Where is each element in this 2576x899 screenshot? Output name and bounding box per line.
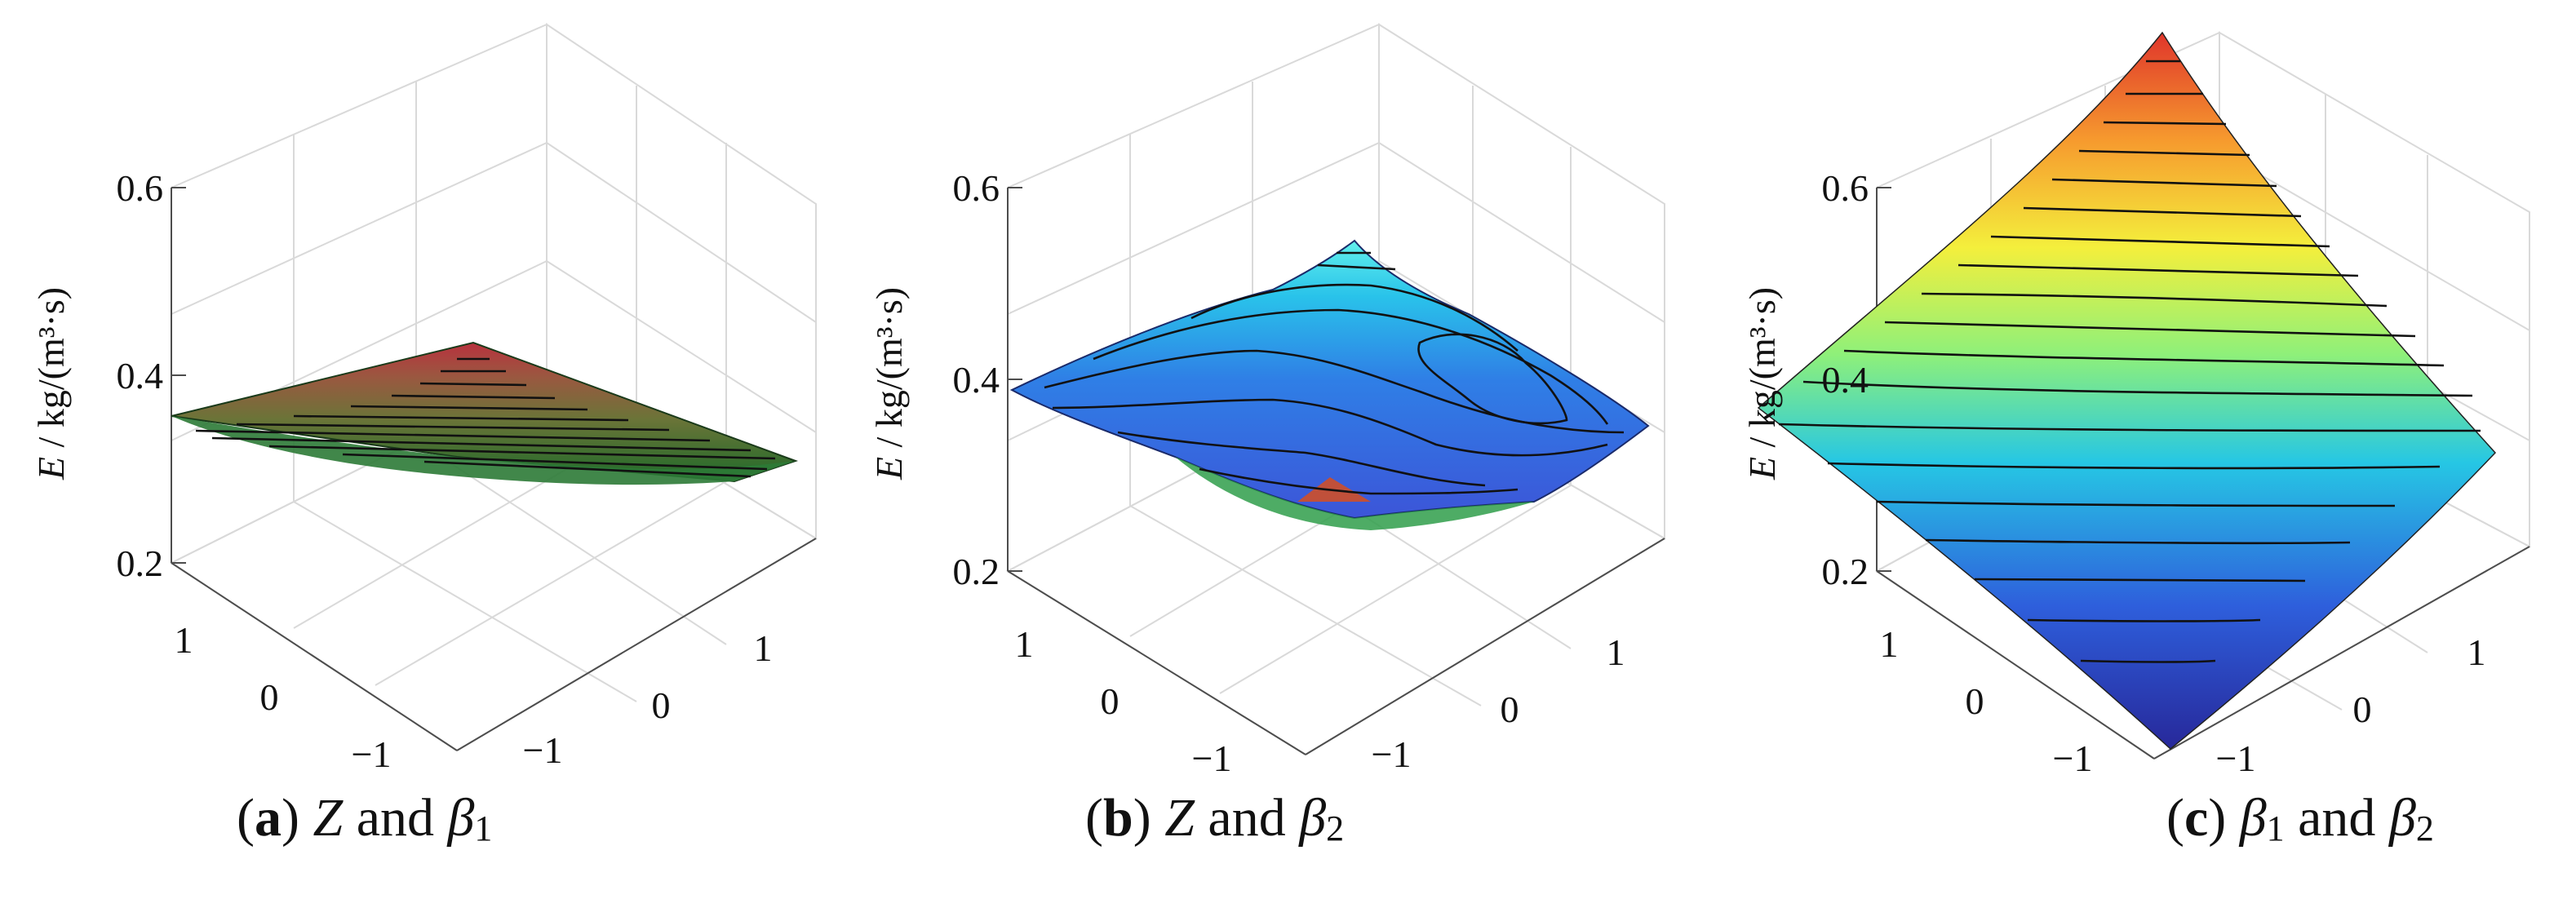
x-tick: 0 xyxy=(1966,680,1984,722)
y-tick: 1 xyxy=(2467,631,2486,673)
z-axis-label-b: E / kg/(m³·s) xyxy=(868,287,910,480)
y-tick: 0 xyxy=(1501,689,1519,730)
y-tick-labels-c: −1 0 1 xyxy=(2216,631,2486,779)
x-tick: 0 xyxy=(1101,680,1120,722)
z-axis-label-c: E / kg/(m³·s) xyxy=(1741,287,1783,480)
z-tick-labels-c: 0.6 0.4 0.2 xyxy=(1822,167,1869,592)
z-tick-labels-b: 0.6 0.4 0.2 xyxy=(953,167,1000,592)
y-tick: 1 xyxy=(754,627,773,669)
z-axis-label-a: E / kg/(m³·s) xyxy=(30,287,72,480)
surface-a xyxy=(171,341,799,485)
z-tick: 0.2 xyxy=(1822,551,1869,592)
y-tick-labels-b: −1 0 1 xyxy=(1372,631,1625,775)
z-tick: 0.2 xyxy=(953,551,1000,592)
axes-a xyxy=(171,187,817,751)
y-tick: 0 xyxy=(2353,689,2372,730)
z-tick-labels-a: 0.6 0.4 0.2 xyxy=(117,167,164,584)
y-tick: 0 xyxy=(652,684,671,726)
caption-b: (b) Z and β2 xyxy=(1085,788,1345,848)
z-tick: 0.4 xyxy=(117,355,164,396)
z-tick: 0.4 xyxy=(1822,359,1869,401)
x-tick: −1 xyxy=(1192,737,1232,779)
axes-b xyxy=(1007,187,1665,755)
x-tick-labels-c: 1 0 −1 xyxy=(1880,623,2093,779)
caption-c: (c) β1 and β2 xyxy=(2166,788,2434,848)
z-tick: 0.2 xyxy=(117,542,164,584)
x-tick: 1 xyxy=(1880,623,1899,665)
y-tick-labels-a: −1 0 1 xyxy=(523,627,773,771)
surface-c xyxy=(1757,31,2497,750)
x-tick: 1 xyxy=(175,619,193,661)
x-tick: −1 xyxy=(2053,737,2093,779)
z-tick: 0.6 xyxy=(117,167,164,209)
x-tick: 0 xyxy=(260,676,279,718)
x-tick-labels-a: 1 0 −1 xyxy=(175,619,392,775)
y-tick: −1 xyxy=(523,729,563,771)
surface-chart-b: 0.6 0.4 0.2 1 0 −1 −1 0 1 E / kg/(m³·s) xyxy=(868,23,1666,779)
panel-b: 0.6 0.4 0.2 1 0 −1 −1 0 1 E / kg/(m³·s) … xyxy=(849,0,1705,899)
z-tick: 0.6 xyxy=(953,167,1000,209)
surface-b xyxy=(1009,239,1650,530)
z-tick: 0.4 xyxy=(953,359,1000,401)
y-tick: −1 xyxy=(2216,737,2256,779)
y-tick: −1 xyxy=(1372,733,1412,775)
panel-c: 0.6 0.4 0.2 1 0 −1 −1 0 1 E / kg/(m³·s) … xyxy=(1714,0,2576,899)
x-tick-labels-b: 1 0 −1 xyxy=(1015,623,1232,779)
surface-chart-c: 0.6 0.4 0.2 1 0 −1 −1 0 1 E / kg/(m³·s) xyxy=(1741,31,2532,779)
x-tick: 1 xyxy=(1015,623,1034,665)
caption-a: (a) Z and β1 xyxy=(237,788,493,848)
z-tick: 0.6 xyxy=(1822,167,1869,209)
y-tick: 1 xyxy=(1607,631,1625,673)
surface-chart-a: 0.6 0.4 0.2 1 0 −1 −1 0 1 E / kg/(m³·s) xyxy=(30,23,818,775)
panel-a: 0.6 0.4 0.2 1 0 −1 −1 0 1 E / kg/(m³·s) … xyxy=(0,0,840,899)
x-tick: −1 xyxy=(352,733,392,775)
